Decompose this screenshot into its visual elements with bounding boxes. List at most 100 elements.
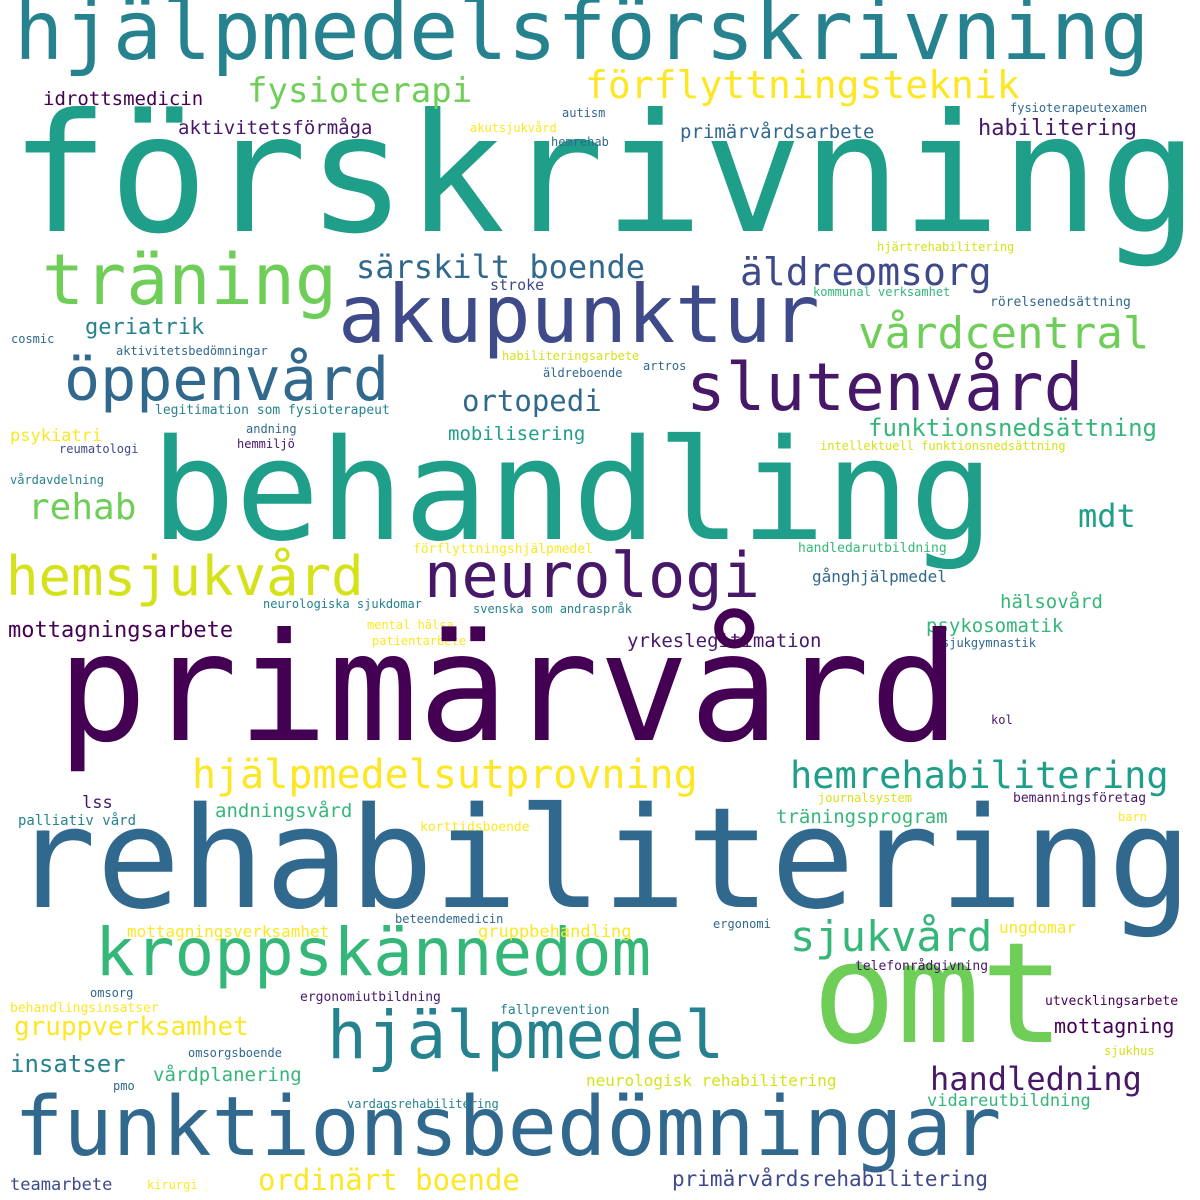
word: mottagning xyxy=(1054,1014,1175,1038)
word: ortopedi xyxy=(462,384,602,418)
word: svenska som andraspråk xyxy=(473,602,632,616)
word: akupunktur xyxy=(338,268,820,361)
word: förskrivning xyxy=(10,78,1199,270)
word: idrottsmedicin xyxy=(43,88,204,110)
word: telefonrådgivning xyxy=(855,959,989,974)
word: hemmiljö xyxy=(237,437,295,451)
word: andning xyxy=(246,422,297,436)
word: yrkeslegitimation xyxy=(627,630,822,652)
word: aktivitetsbedömningar xyxy=(116,344,268,358)
word: funktionsbedömningar xyxy=(14,1080,1002,1175)
word: mobilisering xyxy=(448,423,586,445)
word: artros xyxy=(643,359,687,373)
word: primärvård xyxy=(57,602,961,776)
word: vårdavdelning xyxy=(10,473,104,487)
word: habilitering xyxy=(978,116,1137,141)
word: handledning xyxy=(930,1060,1142,1098)
word: beteendemedicin xyxy=(395,912,504,926)
word: ergonomi xyxy=(713,917,771,931)
word: behandling xyxy=(151,410,994,573)
word: fysioterapi xyxy=(247,71,473,111)
word: omsorgsboende xyxy=(188,1046,282,1060)
word: hjärtrehabilitering xyxy=(877,240,1015,254)
word: hemrehabilitering xyxy=(790,754,1169,797)
word: rörelsenedsättning xyxy=(990,295,1131,310)
word: neurologiska sjukdomar xyxy=(263,597,422,611)
word: gånghjälpmedel xyxy=(812,567,947,586)
word: sjukgymnastik xyxy=(942,636,1036,650)
word: insatser xyxy=(10,1050,126,1078)
word: reumatologi xyxy=(59,442,139,456)
word: geriatrik xyxy=(85,315,205,340)
word: kol xyxy=(991,713,1013,727)
word: akutsjukvård xyxy=(470,121,557,135)
word: neurologi xyxy=(424,539,760,612)
word: pmo xyxy=(113,1079,135,1093)
word: omsorg xyxy=(90,986,134,1000)
word: hemrehab xyxy=(551,135,609,149)
word: ungdomar xyxy=(999,918,1077,937)
word: primärvårdsarbete xyxy=(680,121,875,143)
word: slutenvård xyxy=(686,349,1084,426)
word: vidareutbildning xyxy=(927,1091,1091,1111)
word: neurologisk rehabilitering xyxy=(586,1071,837,1090)
word: vardagsrehabilitering xyxy=(347,1097,499,1111)
word: barn xyxy=(1118,810,1147,824)
word: primärvårdsrehabilitering xyxy=(672,1167,989,1191)
word: fallprevention xyxy=(500,1003,610,1018)
word: hjälpmedel xyxy=(327,997,725,1074)
word: hälsovård xyxy=(1000,591,1103,613)
word: cosmic xyxy=(11,332,55,346)
word: vårdcentral xyxy=(858,308,1150,359)
word: teamarbete xyxy=(10,1175,113,1195)
word: särskilt boende xyxy=(356,248,645,286)
word: hjälpmedelsutprovning xyxy=(192,752,698,798)
word: bemanningsföretag xyxy=(1013,791,1147,806)
word: träning xyxy=(42,239,338,321)
word: funktionsnedsättning xyxy=(868,414,1157,442)
word: mdt xyxy=(1078,497,1136,535)
word: kommunal verksamhet xyxy=(813,285,951,299)
word: träningsprogram xyxy=(776,806,948,828)
word: sjukhus xyxy=(1104,1044,1155,1058)
word: behandlingsinsatser xyxy=(10,1001,159,1016)
word: autism xyxy=(562,106,606,120)
word: ordinärt boende xyxy=(258,1163,520,1197)
word: intellektuell funktionsnedsättning xyxy=(820,439,1066,453)
word: vårdplanering xyxy=(153,1064,302,1086)
word: kroppskännedom xyxy=(95,914,652,991)
word: gruppverksamhet xyxy=(14,1012,249,1042)
word: rehabilitering xyxy=(12,778,1193,941)
word: rehab xyxy=(28,487,137,528)
word: andningsvård xyxy=(215,800,353,822)
word: psykiatri xyxy=(10,426,103,446)
word: legitimation som fysioterapeut xyxy=(155,403,390,418)
word: fysioterapeutexamen xyxy=(1010,101,1148,115)
word: mental hälsa xyxy=(367,618,454,632)
word: lss xyxy=(82,793,113,813)
word: öppenvård xyxy=(64,345,390,415)
word: gruppbehandling xyxy=(478,922,632,942)
word: omt xyxy=(812,913,1065,1076)
word: palliativ vård xyxy=(18,813,137,829)
word: patientarbete xyxy=(372,634,466,648)
word: korttidsboende xyxy=(420,820,530,835)
word: utvecklingsarbete xyxy=(1045,994,1179,1009)
word: mottagningsverksamhet xyxy=(127,922,330,941)
word: handledarutbildning xyxy=(798,541,947,556)
word: aktivitetsförmåga xyxy=(178,117,373,139)
word: kirurgi xyxy=(147,1178,198,1192)
word: mottagningsarbete xyxy=(8,618,234,643)
word: ergonomiutbildning xyxy=(300,990,441,1005)
word: hjälpmedelsförskrivning xyxy=(14,0,1150,79)
word: förflyttningsteknik xyxy=(585,63,1020,107)
word: förflyttningshjälpmedel xyxy=(413,542,594,557)
word: journalsystem xyxy=(818,791,912,805)
word: habiliteringsarbete xyxy=(502,349,640,363)
word: sjukvård xyxy=(790,912,993,961)
word: äldreomsorg xyxy=(740,250,992,294)
word: hemsjukvård xyxy=(6,545,364,608)
word: psykosomatik xyxy=(926,615,1064,637)
word: äldreboende xyxy=(543,366,623,380)
